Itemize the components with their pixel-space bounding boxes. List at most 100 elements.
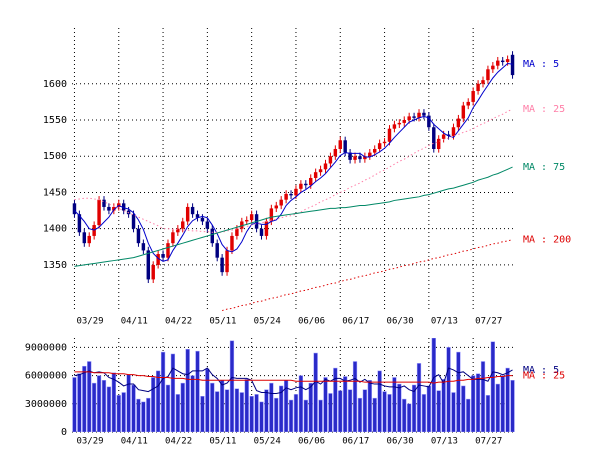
candle-body bbox=[505, 59, 510, 63]
y-tick-label: 9000000 bbox=[25, 342, 67, 353]
x-tick-label: 03/29 bbox=[76, 317, 103, 327]
volume-bar bbox=[156, 370, 161, 432]
volume-bar bbox=[451, 392, 456, 432]
volume-bar bbox=[308, 382, 313, 432]
volume-bar bbox=[407, 403, 412, 432]
candle-body bbox=[451, 127, 456, 136]
volume-bar bbox=[101, 380, 107, 432]
candle-body bbox=[446, 134, 451, 136]
volume-bar bbox=[121, 392, 126, 432]
volume-bar bbox=[288, 399, 294, 432]
x-tick-label: 06/30 bbox=[387, 317, 414, 327]
volume-bar bbox=[416, 363, 422, 432]
candle-body bbox=[500, 60, 505, 63]
volume-bar bbox=[298, 375, 304, 432]
candle-body bbox=[131, 214, 136, 229]
volume-bar bbox=[151, 377, 156, 432]
candle-body bbox=[323, 163, 328, 170]
candle-body bbox=[397, 122, 402, 125]
x-tick-label: 06/30 bbox=[387, 437, 414, 447]
x-tick-label: 07/27 bbox=[475, 437, 502, 447]
volume-bar bbox=[338, 390, 343, 432]
volume-bar bbox=[480, 361, 486, 432]
volume-bar bbox=[244, 379, 249, 432]
y-tick-label: 1500 bbox=[43, 151, 67, 162]
candle-body bbox=[176, 228, 180, 233]
candle-body bbox=[279, 199, 283, 206]
candle-body bbox=[215, 243, 219, 258]
x-tick-label: 07/13 bbox=[431, 317, 458, 327]
volume-bar bbox=[274, 397, 279, 432]
x-tick-label: 05/11 bbox=[209, 437, 236, 447]
candle-body bbox=[422, 112, 426, 116]
volume-bar bbox=[510, 380, 515, 432]
volume-bar bbox=[82, 365, 87, 432]
volume-bar bbox=[269, 382, 274, 432]
candle-body bbox=[284, 193, 288, 200]
volume-bar bbox=[116, 395, 121, 432]
x-tick-label: 04/11 bbox=[121, 437, 148, 447]
candle-body bbox=[486, 69, 490, 81]
ma-line bbox=[74, 62, 513, 262]
volume-bar bbox=[249, 396, 254, 432]
volume-bar bbox=[165, 384, 171, 432]
x-tick-label: 05/11 bbox=[209, 317, 236, 327]
volume-bar bbox=[475, 373, 481, 432]
ma-line bbox=[74, 166, 513, 267]
candle-body bbox=[185, 206, 190, 222]
candle-body bbox=[156, 254, 160, 265]
candle-body bbox=[510, 54, 515, 76]
volume-bar bbox=[402, 398, 407, 432]
volume-bar bbox=[352, 361, 358, 432]
volume-bar bbox=[239, 392, 244, 432]
volume-bar bbox=[328, 393, 333, 432]
candle-body bbox=[471, 91, 475, 102]
legend-label: MA : 75 bbox=[523, 162, 565, 173]
x-tick-label: 03/29 bbox=[76, 437, 103, 447]
candle-body bbox=[368, 152, 372, 157]
volume-bar bbox=[126, 374, 131, 432]
candle-body bbox=[274, 205, 278, 209]
candle-body bbox=[496, 60, 500, 66]
candle-body bbox=[245, 219, 249, 222]
candle-body bbox=[195, 214, 200, 218]
volume-bar bbox=[180, 382, 185, 432]
candle-body bbox=[441, 134, 446, 139]
x-tick-label: 07/13 bbox=[431, 437, 458, 447]
volume-bar bbox=[362, 389, 367, 432]
candle-body bbox=[151, 264, 155, 280]
x-tick-label: 05/24 bbox=[254, 437, 281, 447]
volume-bar bbox=[72, 377, 77, 432]
volume-bar bbox=[372, 397, 377, 432]
candle-body bbox=[87, 235, 91, 244]
candle-body bbox=[166, 243, 170, 258]
candle-body bbox=[259, 228, 264, 236]
volume-bar bbox=[170, 353, 176, 432]
legend-label: MA : 25 bbox=[523, 371, 565, 382]
candle-body bbox=[333, 148, 338, 157]
y-tick-label: 1550 bbox=[43, 115, 67, 126]
ma-line bbox=[221, 239, 513, 312]
candle-body bbox=[235, 228, 239, 236]
candle-body bbox=[456, 118, 461, 128]
candle-body bbox=[412, 116, 416, 118]
candle-body bbox=[363, 156, 367, 160]
legend-label: MA : 200 bbox=[523, 235, 571, 246]
candle-body bbox=[466, 101, 470, 106]
volume-bar bbox=[441, 379, 446, 432]
volume-bar bbox=[490, 341, 495, 432]
candle-body bbox=[372, 148, 377, 153]
candle-body bbox=[72, 203, 77, 215]
y-tick-label: 3000000 bbox=[25, 399, 67, 410]
candle-body bbox=[102, 199, 106, 207]
ma-line bbox=[74, 371, 513, 384]
candle-body bbox=[382, 141, 387, 144]
x-tick-label: 04/11 bbox=[121, 317, 148, 327]
candle-body bbox=[210, 228, 215, 244]
legend-label: MA : 5 bbox=[523, 59, 559, 70]
plot-area bbox=[72, 338, 515, 432]
candle-body bbox=[343, 140, 347, 153]
volume-bar bbox=[210, 382, 215, 432]
plot-area bbox=[72, 51, 515, 312]
